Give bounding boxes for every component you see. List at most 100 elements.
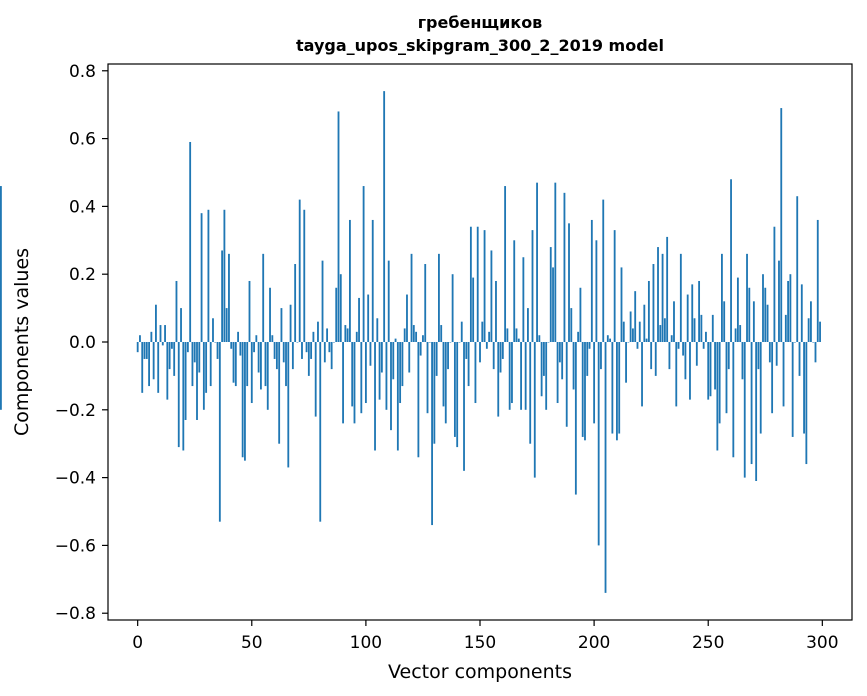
bar [184, 342, 187, 420]
bar [280, 308, 283, 342]
bar [698, 280, 701, 342]
bar [547, 342, 550, 343]
bar [428, 342, 431, 343]
bar [666, 236, 669, 342]
bar [657, 247, 659, 342]
bar [716, 342, 719, 451]
bar [668, 342, 671, 370]
bar [392, 342, 395, 380]
bar [527, 308, 529, 342]
bar [396, 342, 399, 451]
y-tick-label: 0.2 [69, 265, 96, 285]
bar [408, 342, 411, 373]
bar [237, 331, 239, 342]
bar [337, 111, 340, 343]
bar [205, 342, 208, 393]
bar [269, 287, 271, 342]
bar [223, 209, 226, 342]
bar [438, 253, 440, 342]
bar [447, 342, 449, 370]
bar [600, 342, 602, 370]
bar [152, 342, 155, 380]
bar [191, 342, 194, 387]
bar [593, 342, 596, 424]
bar [522, 257, 525, 342]
bar [597, 342, 600, 546]
bar [262, 253, 265, 342]
bar [796, 196, 799, 342]
bar [463, 342, 465, 471]
bar [766, 304, 769, 342]
bar [476, 226, 479, 342]
bar [773, 226, 776, 342]
bar [645, 338, 648, 342]
bar [161, 342, 164, 346]
bar [524, 342, 527, 410]
bar [501, 342, 504, 359]
bar [558, 342, 561, 363]
bar [659, 325, 662, 342]
bar [358, 297, 360, 342]
bar [739, 325, 742, 342]
bar [689, 342, 691, 400]
bar [784, 314, 787, 342]
bar [540, 342, 543, 397]
bar [602, 199, 605, 342]
bar [177, 342, 180, 448]
bar [344, 325, 347, 342]
bar [819, 321, 821, 342]
bar [166, 342, 169, 400]
bar [812, 342, 815, 343]
bar [542, 342, 545, 376]
bar [264, 342, 267, 387]
bar [768, 342, 771, 363]
bar [291, 342, 294, 370]
bar [508, 342, 511, 410]
bar [810, 301, 812, 342]
bar [241, 342, 244, 458]
bar [307, 342, 310, 376]
bar [333, 342, 335, 343]
bar [364, 342, 367, 404]
bar [266, 342, 269, 410]
bar [622, 321, 625, 342]
bar [469, 226, 472, 342]
bar [383, 91, 386, 343]
bar [198, 342, 201, 373]
bar [321, 260, 324, 342]
bar [618, 342, 621, 434]
bar [442, 342, 445, 407]
bar [328, 342, 331, 353]
bar [234, 342, 237, 387]
bar [679, 253, 682, 342]
y-axis-ticks: −0.8 −0.6 −0.4 −0.2 0.0 0.2 0.4 0.6 0.8 [55, 62, 108, 624]
bar [376, 318, 379, 342]
bar [378, 342, 381, 400]
bar [335, 287, 338, 342]
bar [141, 342, 144, 393]
bar [453, 342, 456, 437]
bar [481, 321, 484, 342]
bar [499, 342, 502, 373]
bar [549, 247, 552, 342]
bar [495, 280, 497, 342]
bar [136, 342, 139, 353]
bar [180, 308, 182, 342]
x-axis-label: Vector components [388, 661, 572, 683]
bar [661, 253, 664, 342]
bar [225, 308, 228, 342]
bar [711, 314, 714, 342]
bar [456, 342, 459, 448]
bar [164, 325, 166, 342]
bar [700, 314, 703, 342]
bar [693, 318, 696, 342]
bar [625, 342, 627, 383]
bar [212, 318, 214, 342]
bar [791, 342, 794, 437]
bar [492, 342, 495, 370]
bar [232, 342, 235, 383]
bar [588, 342, 591, 349]
bar [732, 342, 735, 458]
bar [369, 342, 372, 366]
